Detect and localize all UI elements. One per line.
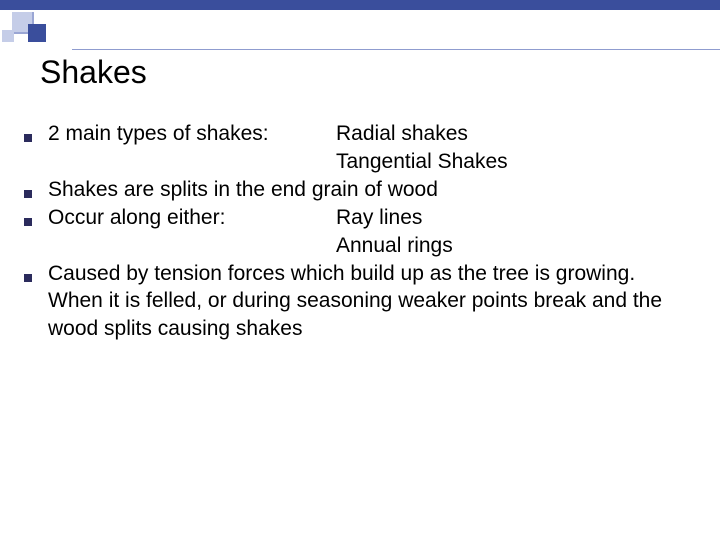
corner-decoration	[0, 10, 72, 50]
list-item: Tangential Shakes	[18, 148, 690, 176]
bullet-text-right: Ray lines	[336, 204, 422, 232]
square-bullet-icon	[24, 134, 32, 142]
bullet-text-left: Shakes are splits in the end grain of wo…	[48, 176, 690, 204]
bullet-text-left: Occur along either:	[48, 204, 336, 232]
list-item: Shakes are splits in the end grain of wo…	[18, 176, 690, 204]
bullet-text-left: Caused by tension forces which build up …	[48, 260, 690, 343]
deco-square-small	[2, 30, 14, 42]
square-bullet-icon	[24, 190, 32, 198]
bullet-text-left	[48, 232, 336, 260]
header-rule	[72, 49, 720, 50]
square-bullet-icon	[24, 218, 32, 226]
list-item: Annual rings	[18, 232, 690, 260]
bullet-text-right: Tangential Shakes	[336, 148, 508, 176]
list-item: Caused by tension forces which build up …	[18, 260, 690, 343]
bullet-text-right: Radial shakes	[336, 120, 468, 148]
bullet-text-right: Annual rings	[336, 232, 453, 260]
accent-bar	[0, 0, 720, 10]
slide-title: Shakes	[40, 54, 147, 91]
bullet-text-left: 2 main types of shakes:	[48, 120, 336, 148]
deco-square-solid	[28, 24, 46, 42]
slide-body: 2 main types of shakes: Radial shakes Ta…	[18, 120, 690, 343]
list-item: 2 main types of shakes: Radial shakes	[18, 120, 690, 148]
bullet-text-left	[48, 148, 336, 176]
list-item: Occur along either: Ray lines	[18, 204, 690, 232]
square-bullet-icon	[24, 274, 32, 282]
